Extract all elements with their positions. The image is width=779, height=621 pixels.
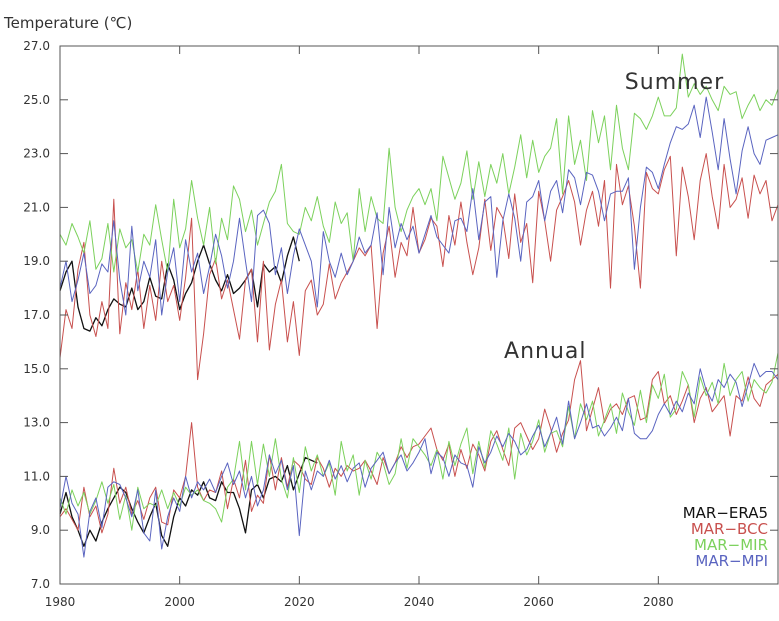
legend-entry: MAR−MIR	[694, 536, 768, 554]
x-tick-label: 1980	[45, 595, 76, 609]
x-tick-label: 2080	[643, 595, 674, 609]
legend-entry: MAR−BCC	[691, 520, 768, 538]
y-tick-label: 17.0	[23, 308, 50, 322]
x-tick-label: 2020	[284, 595, 315, 609]
annotation-summer: Summer	[625, 70, 724, 95]
annotation-annual: Annual	[504, 339, 586, 364]
y-tick-label: 19.0	[23, 254, 50, 268]
legend-entry: MAR−MPI	[695, 552, 768, 570]
axes: 1980 2000 2020 2040 2060 2080 7.0 9.0 11.0 13.0 15…	[23, 39, 778, 609]
y-tick-label: 13.0	[23, 416, 50, 430]
y-tick-label: 21.0	[23, 200, 50, 214]
y-tick-label: 11.0	[23, 469, 50, 483]
series-line-summer-2	[59, 53, 779, 273]
y-tick-label: 25.0	[23, 93, 50, 107]
y-tick-label: 15.0	[23, 362, 50, 376]
x-tick-label: 2060	[523, 595, 554, 609]
legend-entry: MAR−ERA5	[683, 504, 768, 522]
x-tick-label: 2040	[404, 595, 435, 609]
series-line-summer-0	[59, 236, 300, 332]
y-axis-title: Temperature (℃)	[3, 14, 132, 32]
series-line-summer-3	[59, 96, 779, 316]
series-line-annual-5	[59, 360, 779, 534]
x-tick-label: 2000	[164, 595, 195, 609]
y-tick-label: 7.0	[31, 577, 50, 591]
plot-frame	[59, 45, 779, 585]
plot-area	[59, 53, 779, 558]
y-tick-label: 27.0	[23, 39, 50, 53]
y-tick-label: 9.0	[31, 523, 50, 537]
series-line-annual-7	[59, 362, 779, 558]
y-tick-label: 23.0	[23, 147, 50, 161]
annotations: Summer Annual	[504, 70, 724, 364]
series-line-annual-6	[59, 352, 779, 531]
